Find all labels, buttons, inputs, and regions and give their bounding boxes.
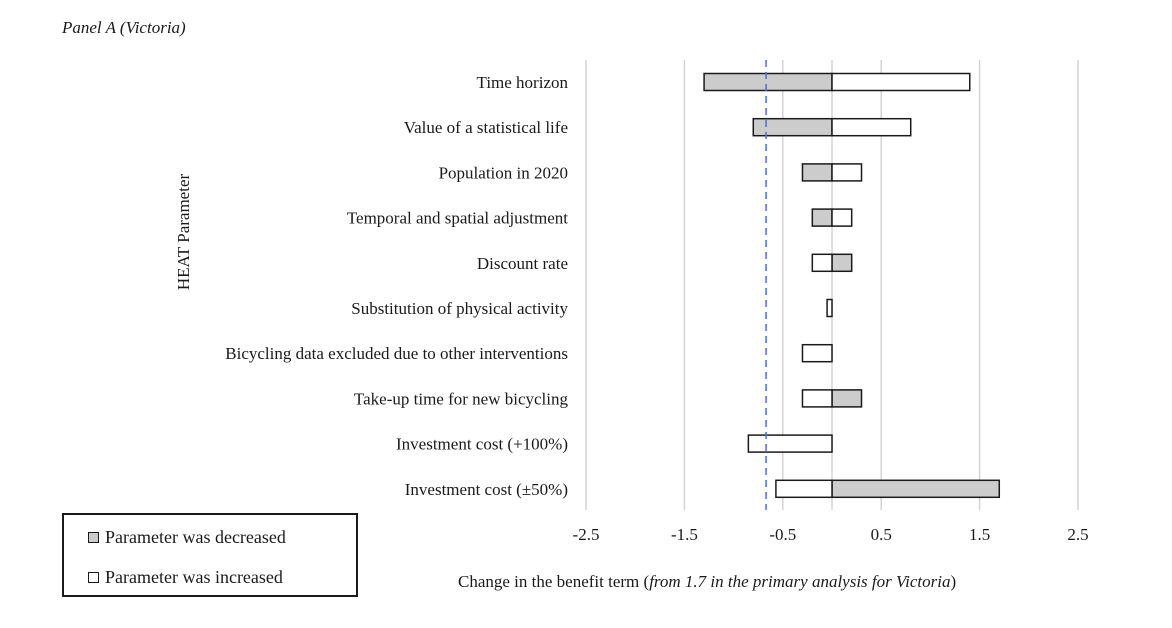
category-label: Value of a statistical life <box>404 118 568 137</box>
bar-increased <box>831 72 971 92</box>
x-axis-title: Change in the benefit term (from 1.7 in … <box>458 572 956 592</box>
category-label: Bicycling data excluded due to other int… <box>225 344 568 363</box>
category-labels: Time horizon Value of a statistical life P… <box>225 73 568 499</box>
category-label: Investment cost (+100%) <box>396 435 568 454</box>
y-axis-title: HEAT Parameter <box>174 174 193 291</box>
x-axis-title-prefix: Change in the benefit term ( <box>458 572 650 591</box>
legend-label-increased: Parameter was increased <box>105 567 283 587</box>
legend-swatch-increased <box>88 572 99 583</box>
x-axis-title-italic: from 1.7 in the primary analysis for Vic… <box>649 572 951 591</box>
category-label: Substitution of physical activity <box>351 299 568 318</box>
bar-increased <box>747 434 833 453</box>
category-label: Investment cost (±50%) <box>405 480 568 499</box>
category-label: Take-up time for new bicycling <box>354 389 569 408</box>
legend-label-decreased: Parameter was decreased <box>105 527 286 547</box>
x-tick-label: 1.5 <box>969 525 990 544</box>
x-tick-label: 0.5 <box>871 525 892 544</box>
x-axis-title-suffix: ) <box>950 572 957 591</box>
category-label: Population in 2020 <box>439 163 568 182</box>
bar-decreased <box>752 117 833 137</box>
legend-item-decreased: Parameter was decreased <box>88 527 286 548</box>
bar-increased <box>801 343 833 363</box>
bar-increased <box>831 163 863 182</box>
bar-increased <box>775 479 833 499</box>
x-tick-labels: -2.5 -1.5 -0.5 0.5 1.5 2.5 <box>573 525 1089 544</box>
legend-item-increased: Parameter was increased <box>88 567 283 588</box>
x-tick-label: -0.5 <box>769 525 796 544</box>
x-tick-label: -1.5 <box>671 525 698 544</box>
bar-decreased <box>801 163 833 182</box>
x-tick-label: 2.5 <box>1067 525 1088 544</box>
panel-title: Panel A (Victoria) <box>62 18 186 37</box>
bar-increased <box>826 298 833 318</box>
legend: Parameter was decreased Parameter was in… <box>62 513 358 597</box>
bar-decreased <box>831 479 1001 499</box>
bars <box>703 72 1001 499</box>
x-tick-label: -2.5 <box>573 525 600 544</box>
bar-decreased <box>811 208 833 227</box>
bar-decreased <box>831 389 863 408</box>
category-label: Discount rate <box>477 254 568 273</box>
bar-increased <box>831 117 912 137</box>
legend-swatch-decreased <box>88 532 99 543</box>
category-label: Temporal and spatial adjustment <box>347 209 568 228</box>
bar-increased <box>811 253 833 273</box>
bar-increased <box>831 208 853 227</box>
bar-decreased <box>831 253 853 273</box>
category-label: Time horizon <box>477 73 569 92</box>
bar-decreased <box>703 72 833 92</box>
bar-increased <box>801 389 833 408</box>
